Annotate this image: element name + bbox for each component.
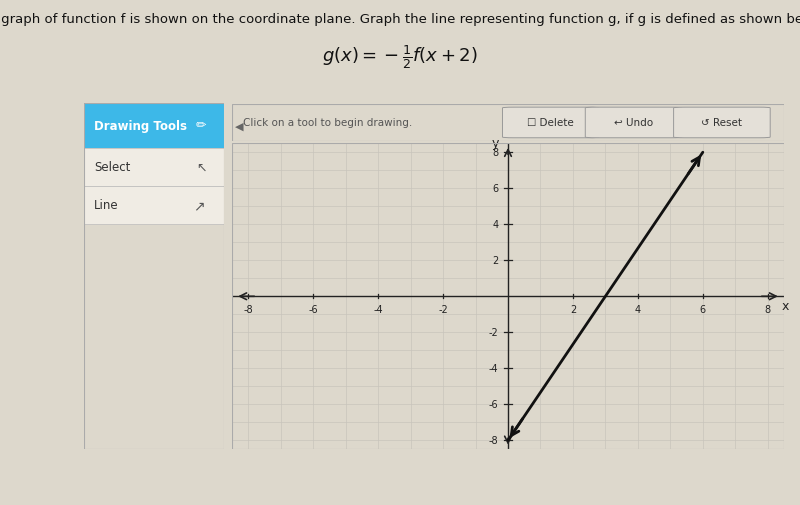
Text: ◀: ◀: [235, 121, 244, 131]
FancyBboxPatch shape: [84, 104, 224, 148]
Text: -2: -2: [438, 305, 448, 315]
FancyBboxPatch shape: [84, 186, 224, 225]
Text: -6: -6: [308, 305, 318, 315]
Text: -8: -8: [489, 435, 498, 445]
Text: Select: Select: [94, 161, 130, 174]
Text: 4: 4: [635, 305, 641, 315]
Text: 2: 2: [570, 305, 576, 315]
Text: -6: -6: [489, 399, 498, 410]
Text: ✏: ✏: [196, 120, 206, 132]
Text: 2: 2: [492, 256, 498, 266]
FancyBboxPatch shape: [502, 108, 599, 138]
Text: 8: 8: [765, 305, 771, 315]
Text: The graph of function f is shown on the coordinate plane. Graph the line represe: The graph of function f is shown on the …: [0, 13, 800, 26]
Text: Line: Line: [94, 199, 118, 212]
Text: 8: 8: [492, 148, 498, 158]
FancyBboxPatch shape: [84, 148, 224, 186]
Text: $g(x) = -\frac{1}{2}f(x + 2)$: $g(x) = -\frac{1}{2}f(x + 2)$: [322, 43, 478, 71]
Text: x: x: [782, 299, 790, 312]
Text: -4: -4: [489, 364, 498, 374]
Text: Drawing Tools: Drawing Tools: [94, 120, 187, 132]
Text: ↗: ↗: [194, 198, 205, 213]
Text: 6: 6: [700, 305, 706, 315]
Text: -2: -2: [489, 328, 498, 338]
Text: ↺ Reset: ↺ Reset: [701, 118, 742, 127]
FancyBboxPatch shape: [674, 108, 770, 138]
Text: ↖: ↖: [196, 161, 206, 174]
Text: 4: 4: [492, 220, 498, 230]
Text: -8: -8: [243, 305, 253, 315]
Text: ↩ Undo: ↩ Undo: [614, 118, 653, 127]
FancyBboxPatch shape: [586, 108, 682, 138]
Text: -4: -4: [374, 305, 383, 315]
Text: Click on a tool to begin drawing.: Click on a tool to begin drawing.: [243, 118, 412, 128]
Text: y: y: [491, 136, 498, 149]
Text: ☐ Delete: ☐ Delete: [527, 118, 574, 127]
Text: 6: 6: [492, 184, 498, 194]
